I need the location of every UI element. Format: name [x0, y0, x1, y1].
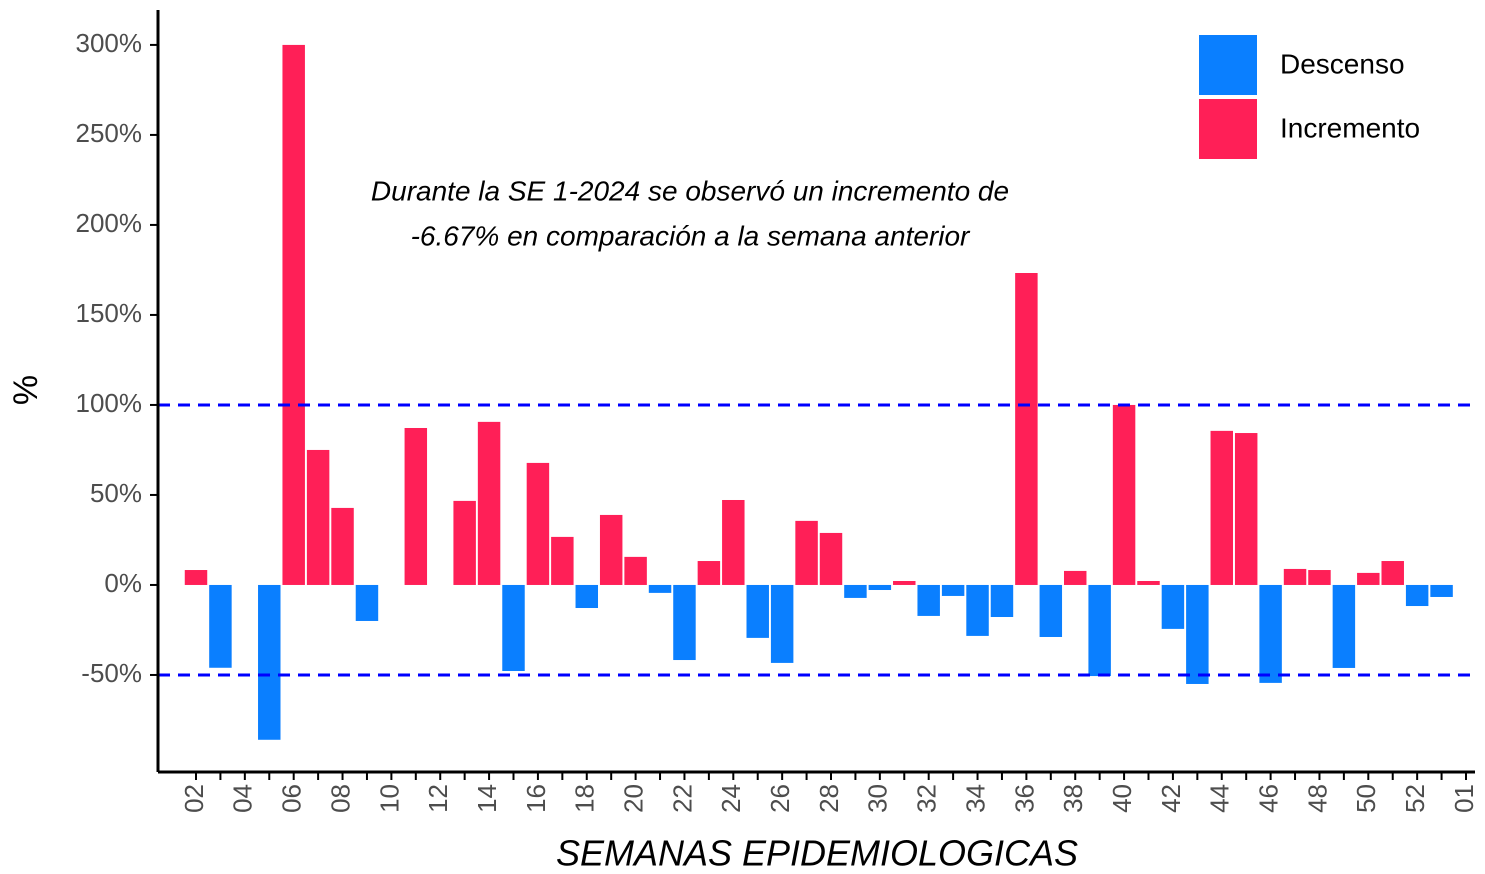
annotation: Durante la SE 1-2024 se observó un incre… — [371, 175, 1009, 206]
bar — [893, 581, 916, 585]
bar — [844, 584, 867, 598]
bar — [966, 584, 989, 636]
legend-swatch — [1199, 35, 1257, 95]
legend-label: Descenso — [1280, 48, 1405, 79]
bar — [306, 449, 330, 585]
y-tick-label: -50% — [81, 658, 142, 688]
bar — [697, 561, 721, 585]
bar — [551, 536, 574, 585]
bar — [941, 584, 965, 596]
x-tick-label: 42 — [1156, 784, 1186, 813]
bar — [1283, 568, 1307, 585]
bar — [1332, 584, 1356, 668]
x-tick-label: 01 — [1449, 784, 1479, 813]
bar — [990, 584, 1014, 618]
y-tick-label: 50% — [90, 478, 142, 508]
x-tick-label: 36 — [1009, 784, 1039, 813]
bar — [1088, 584, 1111, 677]
x-tick-label: 46 — [1253, 784, 1283, 813]
bar — [599, 514, 623, 585]
x-tick-label: 40 — [1107, 784, 1137, 813]
bar — [1161, 584, 1185, 629]
bar — [331, 507, 354, 585]
legend-label: Incremento — [1280, 112, 1420, 143]
bar — [770, 584, 794, 663]
bar — [453, 500, 476, 585]
bar — [258, 584, 281, 740]
legend-swatch — [1199, 99, 1257, 159]
x-tick-label: 26 — [765, 784, 795, 813]
bar — [282, 44, 305, 585]
bar — [722, 499, 745, 585]
y-tick-label: 150% — [76, 298, 143, 328]
bar — [1381, 561, 1404, 585]
x-tick-label: 10 — [374, 784, 404, 813]
x-tick-label: 02 — [179, 784, 209, 813]
bar — [746, 584, 769, 638]
bar — [1308, 570, 1331, 585]
bar — [355, 584, 379, 621]
bar — [1112, 404, 1136, 585]
x-tick-label: 32 — [912, 784, 942, 813]
bar — [575, 584, 599, 609]
x-tick-label: 16 — [521, 784, 551, 813]
y-tick-label: 300% — [76, 28, 143, 58]
x-tick-label: 30 — [863, 784, 893, 813]
x-tick-label: 14 — [472, 784, 502, 813]
bar — [404, 427, 428, 585]
annotation: -6.67% en comparación a la semana anteri… — [411, 220, 971, 251]
bar — [477, 421, 501, 585]
x-tick-label: 06 — [277, 784, 307, 813]
x-tick-label: 52 — [1400, 784, 1430, 813]
bar — [795, 520, 818, 585]
y-tick-label: 0% — [104, 568, 142, 598]
y-axis-title: % — [7, 375, 45, 405]
bar — [819, 532, 843, 585]
bar — [868, 584, 892, 591]
bar — [1405, 584, 1429, 607]
bar — [1063, 570, 1087, 585]
bar — [502, 584, 525, 672]
x-tick-label: 34 — [960, 784, 990, 813]
bar — [1210, 430, 1234, 585]
bar — [526, 462, 550, 585]
bar — [1430, 584, 1453, 597]
bar — [1234, 433, 1258, 585]
y-tick-label: 250% — [76, 118, 143, 148]
x-tick-label: 44 — [1205, 784, 1235, 813]
x-tick-label: 22 — [667, 784, 697, 813]
bar — [1137, 581, 1160, 585]
bar — [209, 584, 232, 668]
x-tick-label: 24 — [716, 784, 746, 813]
x-tick-label: 20 — [618, 784, 648, 813]
x-tick-label: 12 — [423, 784, 453, 813]
x-axis-title: SEMANAS EPIDEMIOLOGICAS — [556, 833, 1078, 874]
bar — [184, 570, 208, 585]
bar — [673, 584, 696, 661]
x-tick-label: 04 — [228, 784, 258, 813]
x-tick-label: 28 — [814, 784, 844, 813]
bar — [624, 556, 647, 585]
bar — [917, 584, 940, 616]
bar — [1186, 584, 1209, 684]
bar — [1039, 584, 1063, 637]
y-tick-label: 100% — [76, 388, 143, 418]
bar — [1357, 572, 1380, 585]
x-tick-label: 48 — [1302, 784, 1332, 813]
x-tick-label: 08 — [325, 784, 355, 813]
bar — [1259, 584, 1282, 683]
x-tick-label: 50 — [1351, 784, 1381, 813]
x-tick-label: 38 — [1058, 784, 1088, 813]
bar — [648, 584, 672, 593]
x-tick-label: 18 — [570, 784, 600, 813]
y-tick-label: 200% — [76, 208, 143, 238]
bar — [1015, 273, 1038, 585]
